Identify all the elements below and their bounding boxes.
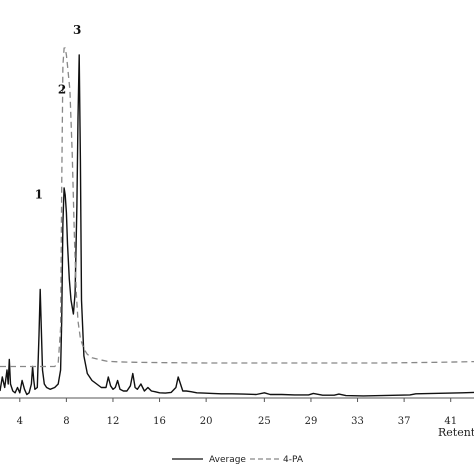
peak-label-1: 1 <box>35 188 43 202</box>
peak-annotations: 1 2 3 <box>35 23 82 202</box>
peak-label-3: 3 <box>73 23 81 37</box>
series-layer <box>0 47 474 397</box>
x-tick-label-37: 37 <box>398 416 411 427</box>
legend: Average 4-PA <box>172 455 304 465</box>
legend-label-4-pa: 4-PA <box>283 455 304 465</box>
legend-label-average: Average <box>209 455 246 465</box>
x-axis-title: Retention <box>438 426 474 439</box>
x-tick-labels: 4 8 12 16 20 25 29 33 37 41 <box>17 398 457 427</box>
x-tick-label-12: 12 <box>107 416 120 427</box>
x-tick-label-4: 4 <box>17 416 23 427</box>
series-line-4-pa <box>0 47 474 368</box>
x-tick-label-29: 29 <box>305 416 318 427</box>
x-tick-label-33: 33 <box>351 416 364 427</box>
series-line-average <box>0 54 474 397</box>
x-tick-label-20: 20 <box>200 416 213 427</box>
x-tick-label-16: 16 <box>153 416 166 427</box>
x-tick-label-8: 8 <box>63 416 69 427</box>
x-tick-label-41: 41 <box>444 416 457 427</box>
x-tick-label-25: 25 <box>258 416 271 427</box>
peak-label-2: 2 <box>58 83 66 97</box>
